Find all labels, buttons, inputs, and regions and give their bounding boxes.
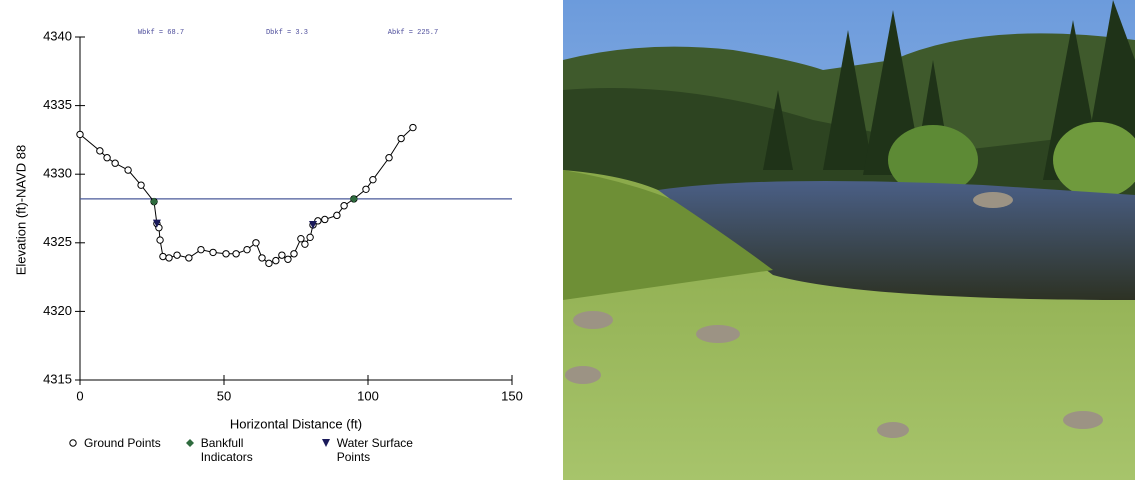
- ground-point: [243, 245, 251, 254]
- y-tick-label: 4330: [43, 166, 72, 181]
- y-axis-label: Elevation (ft)-NAVD 88: [13, 145, 28, 276]
- ground-point: [297, 234, 305, 243]
- ground-point: [362, 185, 370, 193]
- x-tick-label: 50: [217, 388, 231, 403]
- legend-item: Water Surface Points: [319, 436, 433, 464]
- ground-point: [409, 123, 417, 132]
- ground-point: [232, 250, 240, 258]
- ground-point: [76, 130, 84, 139]
- bank: [563, 170, 773, 300]
- ground-point: [321, 215, 329, 224]
- ground-point: [333, 211, 341, 220]
- y-tick-label: 4335: [43, 97, 72, 112]
- water-surface-point: [308, 220, 317, 229]
- rocks: [565, 192, 1103, 438]
- ground-point: [385, 154, 393, 162]
- ground-point: [278, 251, 286, 259]
- ground-point: [96, 147, 104, 155]
- ground-point: [137, 181, 145, 189]
- ground-point: [185, 254, 193, 262]
- water-surface-point: [321, 439, 330, 447]
- legend-label: Water Surface Points: [336, 436, 413, 464]
- annotation: Wbkf = 68.7: [138, 29, 184, 37]
- y-tick-label: 4340: [43, 28, 72, 43]
- shrub: [1053, 122, 1135, 198]
- annotation: Abkf = 225.7: [388, 29, 438, 37]
- river-photo: [563, 0, 1135, 480]
- ground-point: [284, 255, 292, 263]
- ground-line: [79, 127, 414, 264]
- ground-point: [173, 251, 181, 259]
- ground-point: [314, 217, 322, 225]
- legend-item: Bankfull Indicators: [183, 436, 297, 464]
- legend-symbol: [321, 439, 330, 447]
- ground-point: [165, 254, 173, 262]
- ground-point: [301, 240, 309, 248]
- water-surface-point: [152, 219, 161, 228]
- x-tick-label: 150: [501, 388, 523, 403]
- legend-symbol: [185, 439, 194, 447]
- ground-point: [209, 248, 217, 257]
- y-tick-label: 4325: [43, 234, 72, 249]
- ground-point: [272, 256, 280, 265]
- annotation: Dbkf = 3.3: [266, 29, 308, 37]
- ground-point: [103, 154, 111, 162]
- x-axis-label: Horizontal Distance (ft): [230, 416, 362, 431]
- legend-label: Ground Points: [84, 436, 161, 450]
- x-tick-label: 0: [76, 388, 83, 403]
- shrub: [888, 125, 978, 195]
- bankfull-point: [150, 197, 159, 206]
- ground-point: [369, 175, 377, 184]
- ground-point: [159, 252, 167, 261]
- y-tick-label: 4320: [43, 303, 72, 318]
- ground-point: [397, 134, 405, 143]
- ground-point: [340, 202, 348, 210]
- x-tick-label: 100: [357, 388, 379, 403]
- river: [658, 181, 1135, 300]
- ground-point: [124, 166, 132, 174]
- ground-point: [265, 259, 273, 268]
- legend: Ground Points Bankfull Indicators Water Su…: [66, 436, 455, 464]
- ground-point: [290, 250, 298, 258]
- ground-point: [69, 439, 77, 447]
- bankfull-point: [349, 194, 358, 203]
- legend-item: Ground Points: [66, 436, 161, 464]
- ground-point: [306, 233, 314, 242]
- bankfull-point: [185, 439, 194, 447]
- y-tick-label: 4315: [43, 371, 72, 386]
- ground-point: [258, 254, 266, 262]
- ground-point: [252, 239, 260, 247]
- legend-symbol: [69, 439, 77, 447]
- ground-point: [111, 159, 119, 167]
- ground-point: [197, 245, 205, 254]
- legend-label: Bankfull Indicators: [200, 436, 253, 464]
- chart: Elevation (ft)-NAVD 88 Horizontal Distan…: [13, 28, 523, 431]
- ground-point: [222, 250, 230, 258]
- ground-point: [156, 236, 164, 244]
